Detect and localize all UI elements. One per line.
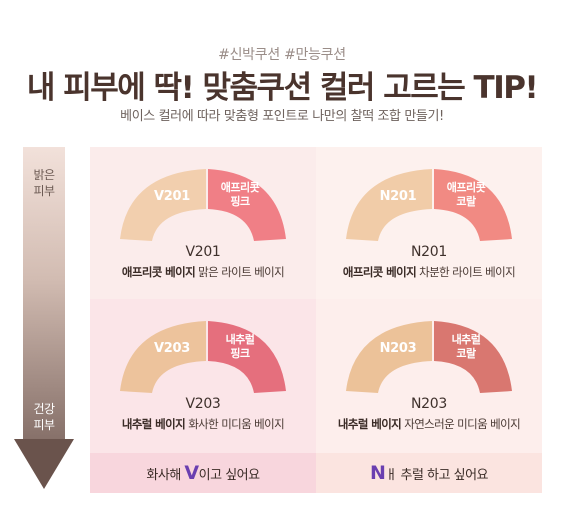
shade-swatch: N203 내추럴 코랄 <box>344 317 514 393</box>
natural-n-post: ㅐ 추럴 하고 싶어요 <box>385 468 488 483</box>
point-color-half <box>208 321 286 393</box>
bright-skin-label: 밝은 피부 <box>33 168 55 198</box>
swatch-point-label: 애프리콧 코랄 <box>446 181 486 208</box>
hashtags: #신박쿠션 #만능쿠션 <box>218 47 346 63</box>
shade-card-v203[interactable]: V203 내추럴 핑크 V203 내추럴 베이지 화사한 미디움 베이지 <box>90 299 316 453</box>
bright-v-text: 화사해 V이고 싶어요 <box>90 462 316 484</box>
shade-base-name: 내추럴 베이지 <box>121 417 186 431</box>
swatch-point-label: 내추럴 코랄 <box>451 333 481 360</box>
natural-n-letter: N <box>370 462 386 484</box>
shade-swatch: V203 내추럴 핑크 <box>118 317 288 393</box>
base-color-half <box>120 169 206 241</box>
crescent-swatch <box>120 321 286 393</box>
bright-v-banner: 화사해 V이고 싶어요 <box>90 453 316 493</box>
shade-card-n201[interactable]: N201 애프리콧 코랄 N201 애프리콧 베이지 차분한 라이트 베이지 <box>316 147 542 299</box>
bright-v-letter: V <box>184 462 199 484</box>
shade-swatch: V201 애프리콧 핑크 <box>118 165 288 241</box>
bright-v-post: 이고 싶어요 <box>198 468 260 483</box>
crescent-swatch <box>120 169 286 241</box>
point-color-half <box>208 169 286 241</box>
shade-tone-desc: 차분한 라이트 베이지 <box>416 265 516 279</box>
page-title: 내 피부에 딱! 맞춤쿠션 컬러 고르는 TIP! <box>26 70 539 106</box>
shade-code: V203 <box>185 396 221 412</box>
shade-description: 내추럴 베이지 자연스러운 미디움 베이지 <box>316 416 542 432</box>
swatch-point-label: 애프리콧 핑크 <box>220 181 260 208</box>
swatch-code-label: N203 <box>379 341 417 356</box>
skin-tone-gradient-bar <box>23 147 65 439</box>
crescent-swatch <box>346 169 512 241</box>
crescent-swatch <box>346 321 512 393</box>
swatch-point-label: 내추럴 핑크 <box>225 333 255 360</box>
healthy-skin-label: 건강 피부 <box>33 402 55 432</box>
natural-n-banner: Nㅐ 추럴 하고 싶어요 <box>316 453 542 493</box>
shade-tone-desc: 맑은 라이트 베이지 <box>195 265 285 279</box>
skin-tone-arrow: 밝은 피부 건강 피부 <box>14 147 74 490</box>
swatch-code-label: N201 <box>379 189 417 204</box>
shade-description: 내추럴 베이지 화사한 미디움 베이지 <box>90 416 316 432</box>
shade-code: N203 <box>411 396 447 412</box>
point-color-half <box>434 169 512 241</box>
swatch-code-label: V201 <box>154 189 190 204</box>
arrow-down-icon <box>14 439 74 489</box>
swatch-code-label: V203 <box>154 341 190 356</box>
base-color-half <box>120 321 206 393</box>
shade-description: 애프리콧 베이지 맑은 라이트 베이지 <box>90 264 316 280</box>
shade-tone-desc: 화사한 미디움 베이지 <box>185 417 285 431</box>
shade-card-n203[interactable]: N203 내추럴 코랄 N203 내추럴 베이지 자연스러운 미디움 베이지 <box>316 299 542 453</box>
shade-base-name: 내추럴 베이지 <box>337 417 402 431</box>
natural-n-text: Nㅐ 추럴 하고 싶어요 <box>316 462 542 484</box>
shade-description: 애프리콧 베이지 차분한 라이트 베이지 <box>316 264 542 280</box>
base-color-half <box>346 321 432 393</box>
shade-code: N201 <box>411 244 447 260</box>
shade-card-v201[interactable]: V201 애프리콧 핑크 V201 애프리콧 베이지 맑은 라이트 베이지 <box>90 147 316 299</box>
page-subtitle: 베이스 컬러에 따라 맞춤형 포인트로 나만의 찰떡 조합 만들기! <box>120 109 444 124</box>
shade-tone-desc: 자연스러운 미디움 베이지 <box>401 417 521 431</box>
shade-code: V201 <box>185 244 221 260</box>
shade-base-name: 애프리콧 베이지 <box>342 265 417 279</box>
base-color-half <box>346 169 432 241</box>
bright-v-pre: 화사해 <box>146 468 185 483</box>
shade-base-name: 애프리콧 베이지 <box>121 265 196 279</box>
shade-swatch: N201 애프리콧 코랄 <box>344 165 514 241</box>
point-color-half <box>434 321 512 393</box>
